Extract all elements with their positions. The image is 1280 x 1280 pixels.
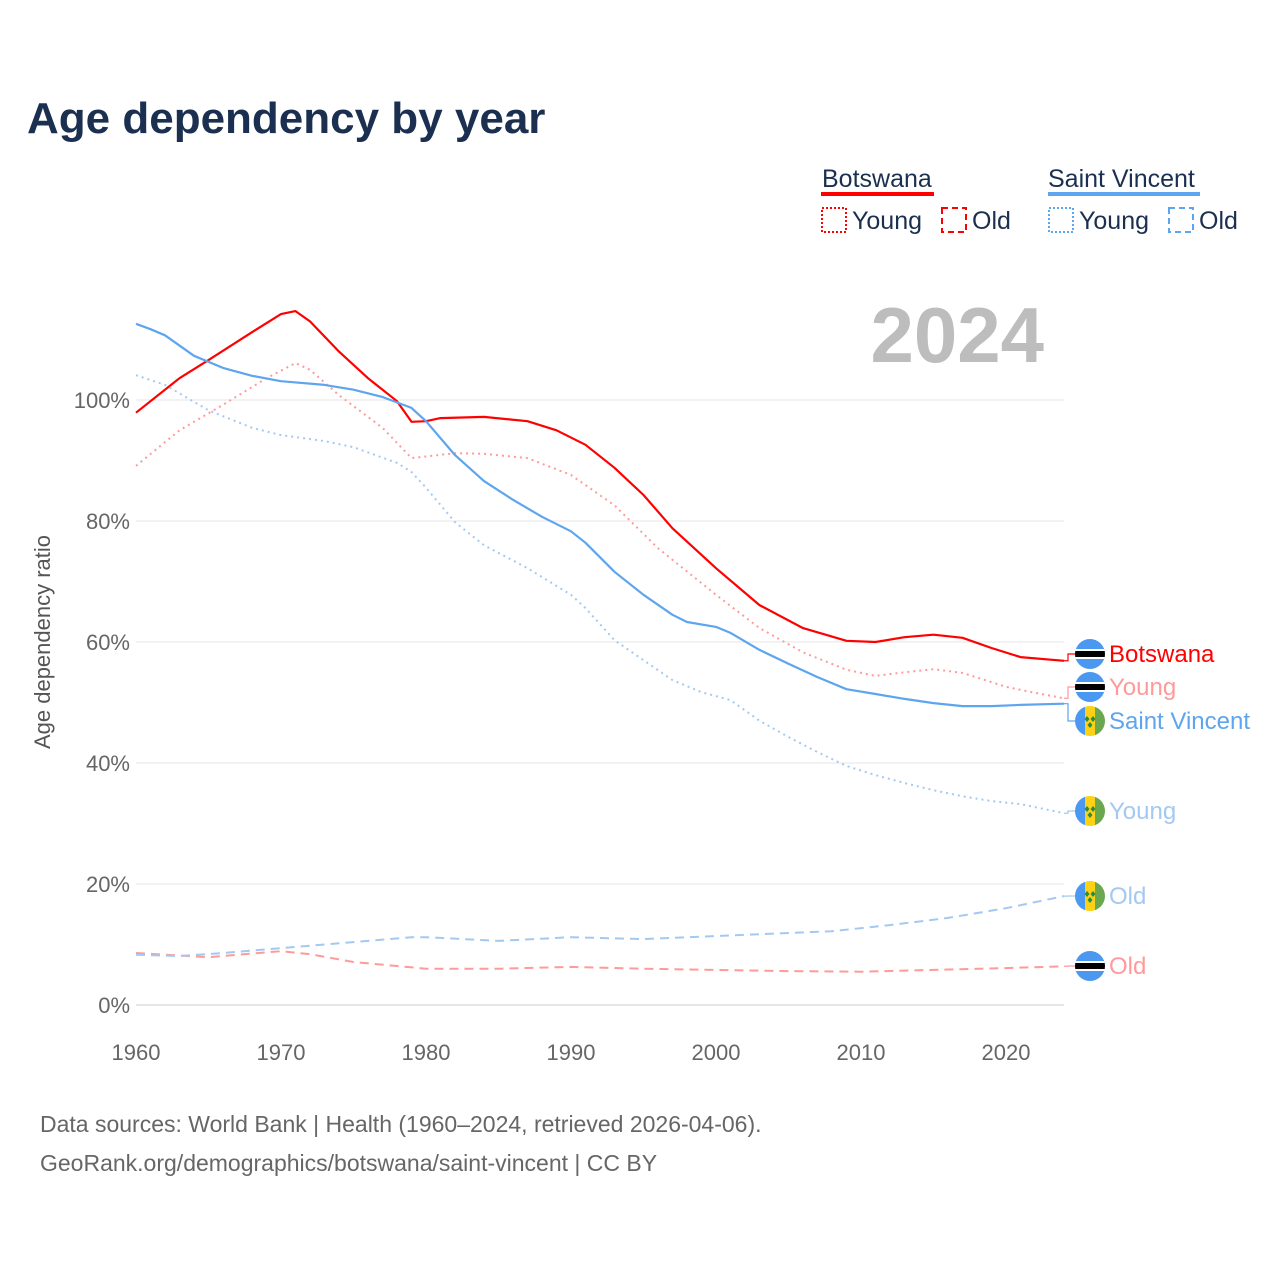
x-tick-label: 1970 [257,1040,306,1065]
legend-saint-vincent-swatch [1048,192,1200,196]
botswana-old-line[interactable] [135,950,1065,973]
legend: Botswana Young Old Saint Vincent Young O… [821,165,1238,235]
x-tick-label: 1960 [112,1040,161,1065]
legend-botswana-young[interactable]: Young [852,207,922,235]
year-label: 2024 [870,291,1044,379]
botswana-young-connector [1064,686,1075,699]
svg-young-end-label: Young [1109,798,1176,825]
legend-group-botswana[interactable]: Botswana [822,165,932,193]
y-tick-label: 20% [86,872,130,897]
botswana-young-end-label: Young [1109,674,1176,701]
legend-saint-vincent-young[interactable]: Young [1079,207,1149,235]
x-tick-label: 2000 [692,1040,741,1065]
legend-botswana-old[interactable]: Old [972,207,1011,235]
saint-vincent-flag-icon [1075,706,1105,736]
y-tick-label: 80% [86,509,130,534]
legend-saint-vincent-old-swatch [1168,207,1194,233]
svg-total-line[interactable] [135,322,1065,708]
x-axis-ticks: 1960 1970 1980 1990 2000 2010 2020 [112,1040,1031,1065]
chart-title: Age dependency by year [27,94,545,143]
x-tick-label: 1990 [547,1040,596,1065]
botswana-total-line[interactable] [135,310,1065,662]
svg-young-connector [1064,810,1075,814]
y-tick-label: 100% [74,388,130,413]
y-tick-label: 0% [98,993,130,1018]
x-tick-label: 2020 [982,1040,1031,1065]
source-note: Data sources: World Bank | Health (1960–… [40,1111,762,1137]
saint-vincent-flag-icon [1075,881,1105,911]
x-tick-label: 1980 [402,1040,451,1065]
legend-botswana-old-swatch [941,207,967,233]
botswana-flag-icon [1075,672,1105,702]
y-tick-label: 60% [86,630,130,655]
botswana-total-connector [1064,653,1075,662]
svg-old-end-label: Old [1109,883,1146,910]
legend-saint-vincent-young-swatch [1048,207,1074,233]
saint-vincent-flag-icon [1075,796,1105,826]
source-url[interactable]: GeoRank.org/demographics/botswana/saint-… [40,1150,657,1176]
y-axis-ticks: 0% 20% 40% 60% 80% 100% [74,388,130,1018]
svg-old-line[interactable] [135,895,1065,957]
botswana-flag-icon [1075,639,1105,669]
gridlines [136,399,1064,1006]
legend-saint-vincent-old[interactable]: Old [1199,207,1238,235]
legend-group-saint-vincent[interactable]: Saint Vincent [1048,165,1195,193]
botswana-flag-icon [1075,951,1105,981]
x-tick-label: 2010 [837,1040,886,1065]
series-lines [135,310,1065,973]
botswana-total-end-label: Botswana [1109,641,1215,668]
y-axis-label: Age dependency ratio [30,535,55,749]
legend-botswana-swatch [821,192,934,196]
end-labels: Botswana Young Old Saint Vincent Young Old [1064,639,1250,981]
botswana-old-end-label: Old [1109,953,1146,980]
svg-total-connector [1064,703,1075,722]
botswana-young-line[interactable] [135,362,1065,700]
svg-total-end-label: Saint Vincent [1109,708,1250,735]
legend-botswana-young-swatch [821,207,847,233]
svg-young-line[interactable] [135,374,1065,815]
y-tick-label: 40% [86,751,130,776]
